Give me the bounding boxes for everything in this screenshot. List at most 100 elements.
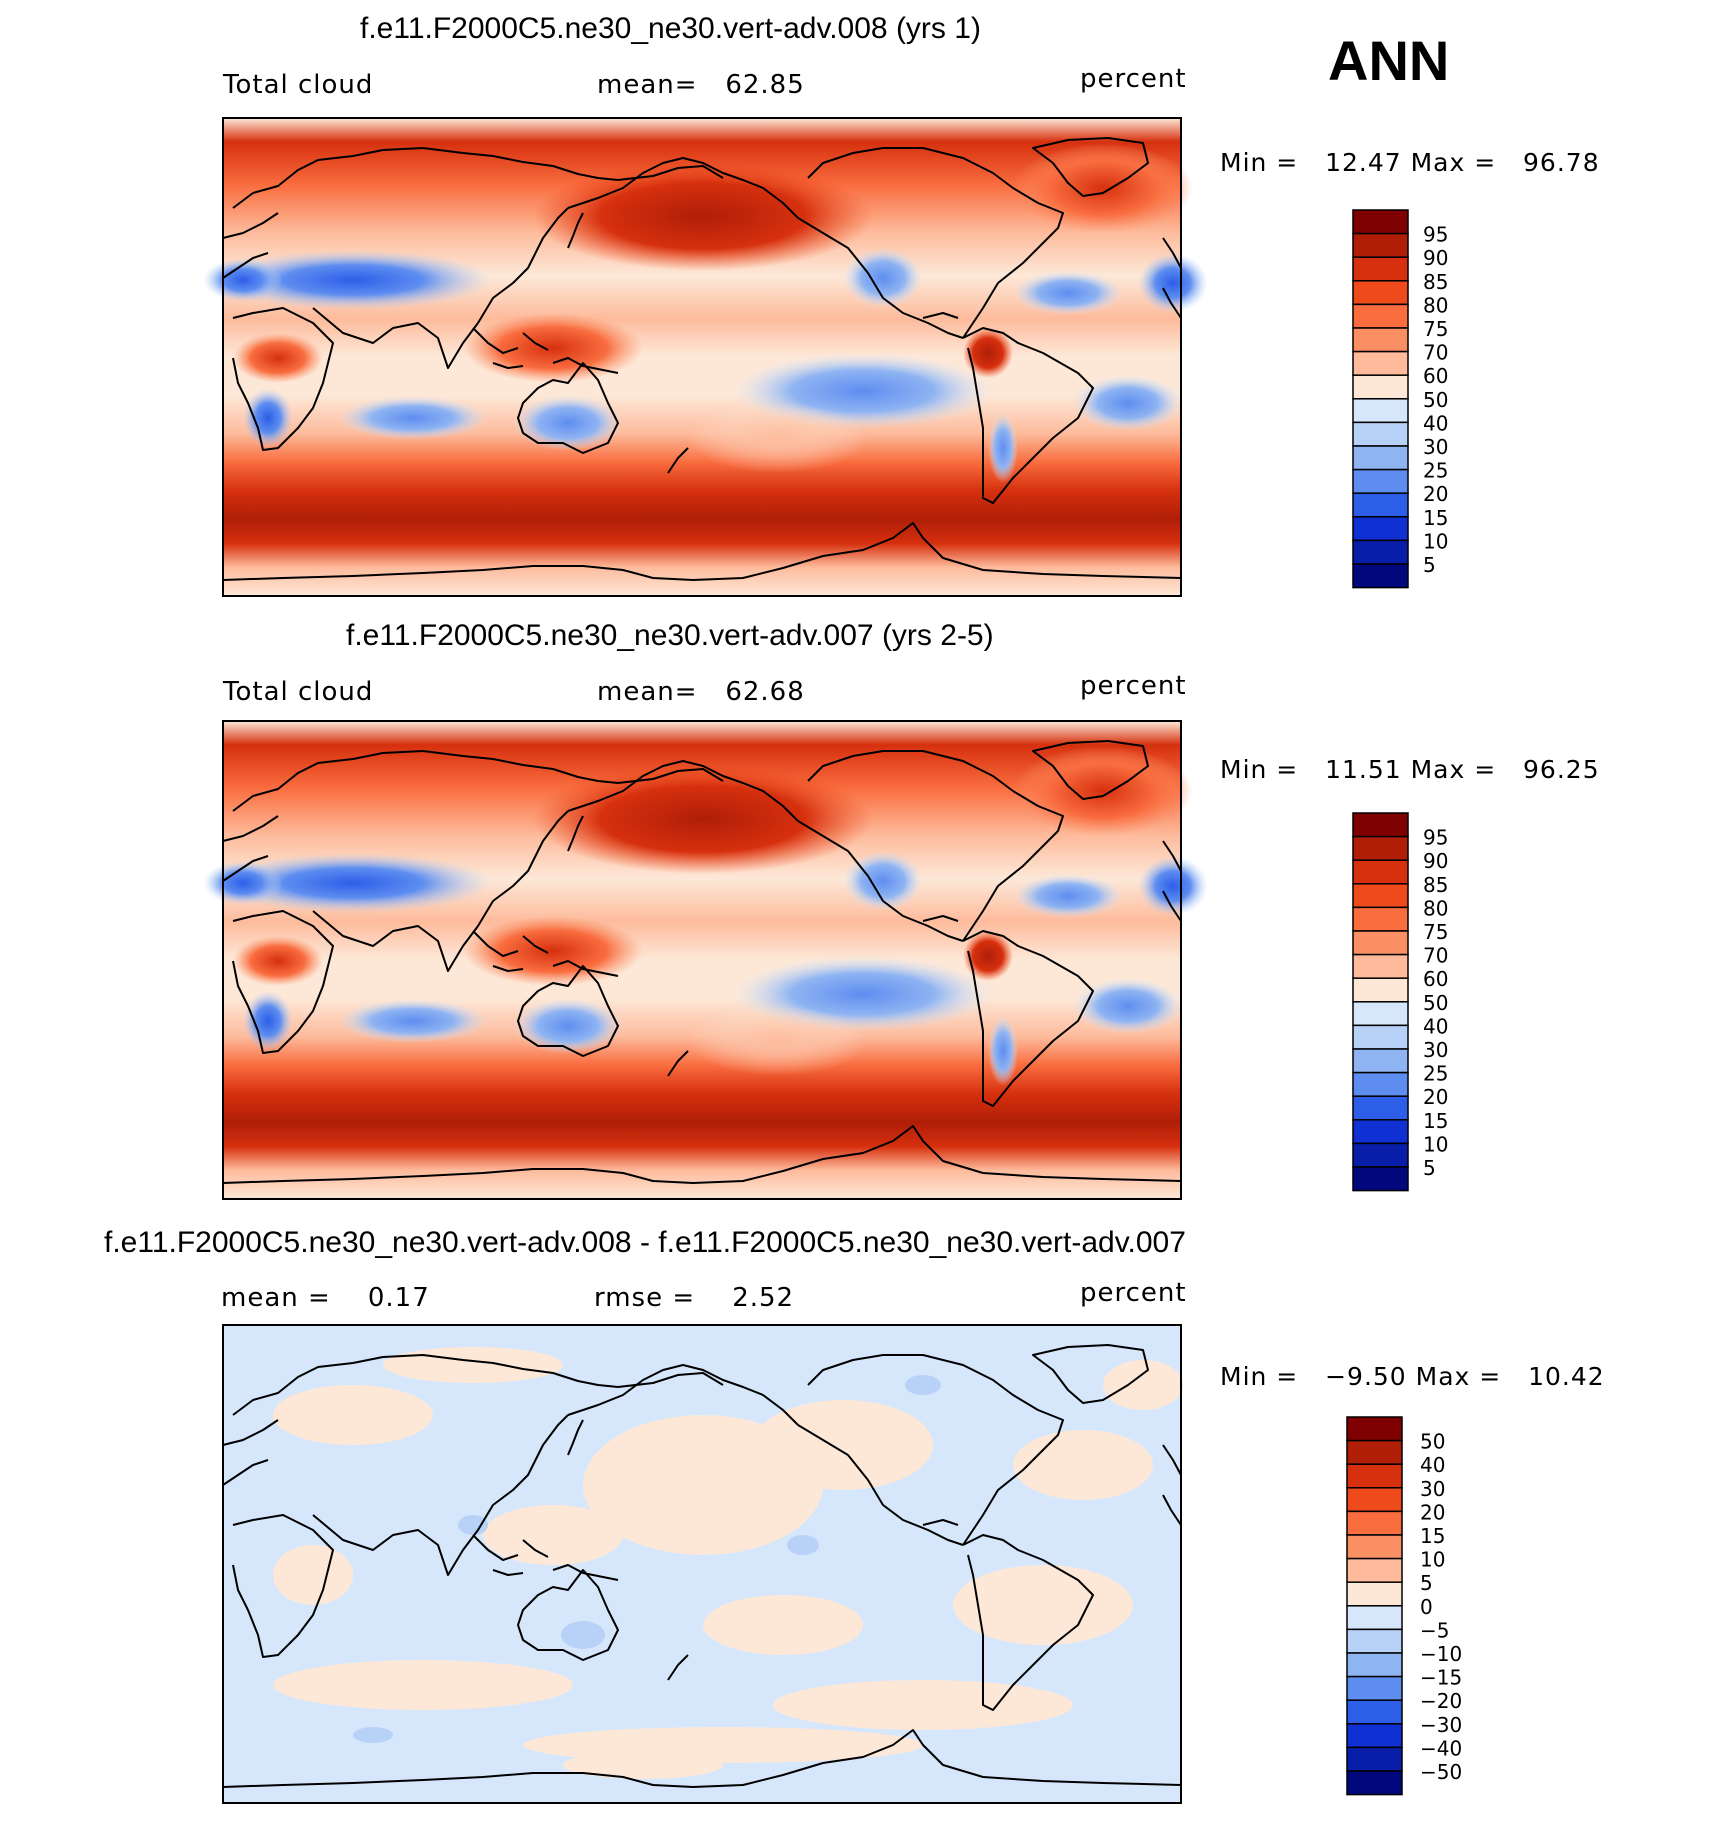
colorbar-label: 20 — [1423, 482, 1448, 506]
colorbar-box — [1352, 563, 1409, 589]
colorbar-box — [1352, 492, 1409, 518]
colorbar-box — [1346, 1652, 1403, 1678]
colorbar-label: 40 — [1423, 411, 1448, 435]
panel-1-minmax: Min = 12.47 Max = 96.78 — [1220, 148, 1600, 177]
colorbar-label: 5 — [1423, 1156, 1436, 1180]
colorbar-label: 0 — [1420, 1595, 1433, 1619]
panel-2-title: f.e11.F2000C5.ne30_ne30.vert-adv.007 (yr… — [346, 619, 994, 652]
colorbar-box — [1346, 1487, 1403, 1513]
colorbar-label: 75 — [1423, 920, 1448, 944]
colorbar-label: 30 — [1420, 1477, 1445, 1501]
panel-2-right-label: percent — [1080, 671, 1187, 701]
panel-3-title: f.e11.F2000C5.ne30_ne30.vert-adv.008 - f… — [104, 1226, 1186, 1259]
colorbar-box — [1352, 835, 1409, 861]
colorbar-box — [1352, 445, 1409, 471]
colorbar-box — [1352, 812, 1409, 838]
panel-2-center-label: mean= 62.68 — [597, 677, 805, 707]
colorbar-box — [1352, 374, 1409, 400]
panel-3-center-label: rmse = 2.52 — [594, 1283, 795, 1313]
colorbar-box — [1346, 1699, 1403, 1725]
colorbar-box — [1352, 303, 1409, 329]
colorbar-box — [1352, 1024, 1409, 1050]
panel-3-left-label: mean = 0.17 — [221, 1283, 430, 1313]
colorbar-box — [1352, 953, 1409, 979]
colorbar-box — [1346, 1557, 1403, 1583]
panel-3-map — [222, 1324, 1183, 1804]
colorbar-label: −10 — [1420, 1642, 1462, 1666]
colorbar-box — [1352, 1095, 1409, 1121]
colorbar-box — [1352, 977, 1409, 1003]
colorbar-label: 30 — [1423, 435, 1448, 459]
colorbar-box — [1352, 1142, 1409, 1168]
colorbar-label: 25 — [1423, 1062, 1448, 1086]
colorbar-label: 40 — [1420, 1453, 1445, 1477]
colorbar-box — [1352, 280, 1409, 306]
colorbar-label: 60 — [1423, 364, 1448, 388]
colorbar-box — [1352, 539, 1409, 565]
colorbar-box — [1346, 1581, 1403, 1607]
colorbar-box — [1346, 1605, 1403, 1631]
panel-1-map — [203, 117, 1208, 597]
season-label: ANN — [1328, 29, 1450, 92]
panel-3-minmax: Min = −9.50 Max = 10.42 — [1220, 1362, 1605, 1391]
colorbar-box — [1352, 232, 1409, 258]
colorbar-label: −5 — [1420, 1618, 1449, 1642]
colorbar-label: 50 — [1423, 388, 1448, 412]
colorbar-box — [1352, 468, 1409, 494]
colorbar-box — [1346, 1439, 1403, 1465]
colorbar-box — [1352, 421, 1409, 447]
colorbar-label: 30 — [1423, 1038, 1448, 1062]
colorbar-box — [1352, 209, 1409, 235]
colorbar-label: 20 — [1423, 1085, 1448, 1109]
panel-2-map — [203, 720, 1208, 1200]
colorbar-label: 25 — [1423, 459, 1448, 483]
colorbar-label: 15 — [1423, 1109, 1448, 1133]
colorbar-box — [1352, 1048, 1409, 1074]
colorbar-label: 95 — [1423, 223, 1448, 247]
colorbar-label: 85 — [1423, 873, 1448, 897]
colorbar-label: 5 — [1420, 1571, 1433, 1595]
colorbar-label: 75 — [1423, 317, 1448, 341]
colorbar-label: 95 — [1423, 826, 1448, 850]
colorbar-box — [1346, 1675, 1403, 1701]
colorbar-box — [1352, 883, 1409, 909]
colorbar-label: 90 — [1423, 246, 1448, 270]
colorbar-label: −20 — [1420, 1689, 1462, 1713]
colorbar-box — [1352, 256, 1409, 282]
colorbar-label: −15 — [1420, 1666, 1462, 1690]
colorbar-box — [1352, 516, 1409, 542]
colorbar-label: 40 — [1423, 1014, 1448, 1038]
panel-1-right-label: percent — [1080, 64, 1187, 94]
colorbar-box — [1346, 1770, 1403, 1796]
colorbar-box — [1352, 1166, 1409, 1192]
colorbar-box — [1346, 1416, 1403, 1442]
colorbar-label: −40 — [1420, 1736, 1462, 1760]
colorbar-box — [1346, 1746, 1403, 1772]
colorbar-box — [1352, 906, 1409, 932]
colorbar-box — [1346, 1463, 1403, 1489]
colorbar-label: 70 — [1423, 341, 1448, 365]
colorbar-label: 10 — [1423, 1132, 1448, 1156]
colorbar-label: 10 — [1423, 529, 1448, 553]
colorbar-box — [1346, 1510, 1403, 1536]
colorbar-label: 85 — [1423, 270, 1448, 294]
colorbar-label: 5 — [1423, 553, 1436, 577]
colorbar-label: −30 — [1420, 1713, 1462, 1737]
colorbar-box — [1352, 930, 1409, 956]
colorbar-label: 80 — [1423, 293, 1448, 317]
colorbar-box — [1352, 398, 1409, 424]
colorbar-label: 80 — [1423, 896, 1448, 920]
colorbar-box — [1352, 327, 1409, 353]
colorbar-label: 20 — [1420, 1500, 1445, 1524]
colorbar-box — [1346, 1628, 1403, 1654]
colorbar-box — [1352, 1119, 1409, 1145]
colorbar-box — [1352, 859, 1409, 885]
panel-2-minmax: Min = 11.51 Max = 96.25 — [1220, 755, 1600, 784]
colorbar-box — [1346, 1534, 1403, 1560]
colorbar-box — [1352, 350, 1409, 376]
colorbar-label: 50 — [1423, 991, 1448, 1015]
panel-1-center-label: mean= 62.85 — [597, 70, 805, 100]
colorbar-box — [1352, 1001, 1409, 1027]
